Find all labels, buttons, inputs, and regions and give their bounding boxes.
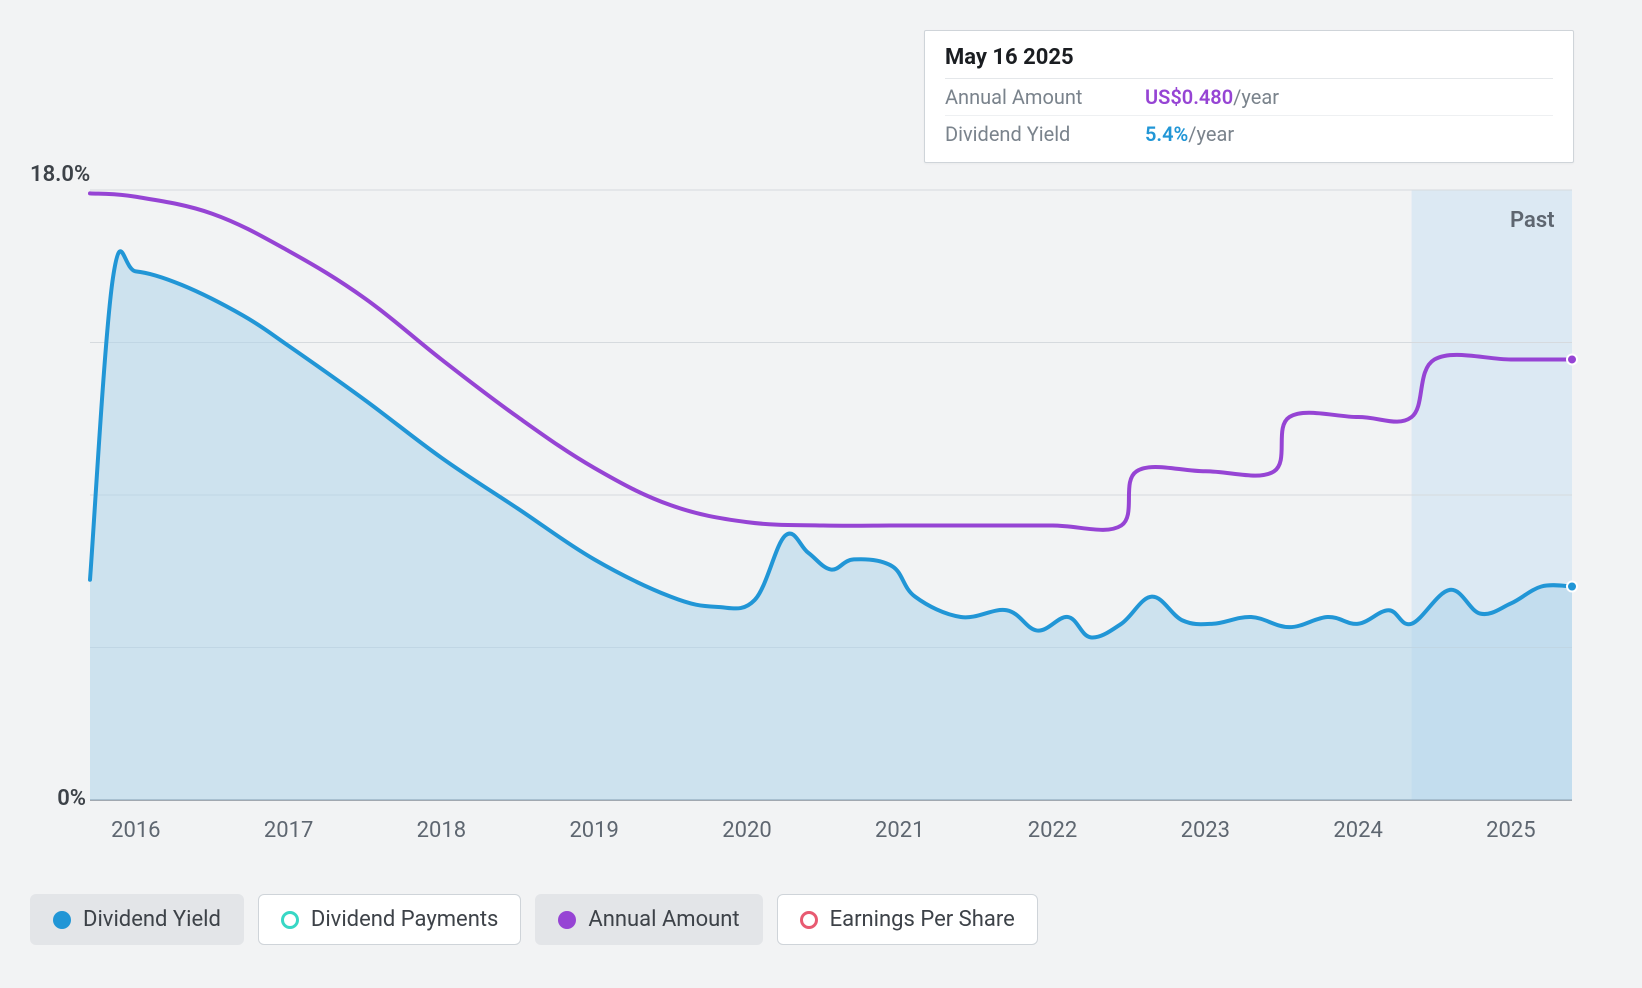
past-region-label: Past xyxy=(1510,208,1555,233)
y-axis-max-label: 18.0% xyxy=(30,162,86,187)
tooltip-row-label: Annual Amount xyxy=(945,85,1145,109)
x-tick-label: 2023 xyxy=(1181,818,1230,843)
x-tick-label: 2020 xyxy=(722,818,771,843)
legend-label: Earnings Per Share xyxy=(830,907,1015,932)
x-tick-label: 2022 xyxy=(1028,818,1077,843)
tooltip-row-unit: /year xyxy=(1188,122,1234,146)
tooltip-row-label: Dividend Yield xyxy=(945,122,1145,146)
legend-label: Dividend Payments xyxy=(311,907,499,932)
tooltip-row: Annual AmountUS$0.480/year xyxy=(945,79,1553,116)
tooltip-row-unit: /year xyxy=(1233,85,1279,109)
x-tick-label: 2024 xyxy=(1333,818,1382,843)
x-tick-label: 2017 xyxy=(264,818,313,843)
chart-tooltip: May 16 2025 Annual AmountUS$0.480/yearDi… xyxy=(924,30,1574,163)
legend-label: Annual Amount xyxy=(588,907,739,932)
legend-swatch-outline xyxy=(800,911,818,929)
legend-swatch xyxy=(558,911,576,929)
legend-item-dividend-yield[interactable]: Dividend Yield xyxy=(30,894,244,945)
legend-item-annual-amount[interactable]: Annual Amount xyxy=(535,894,762,945)
tooltip-row-value: 5.4% xyxy=(1145,122,1188,146)
y-axis-min-label: 0% xyxy=(30,786,86,811)
dividend-chart: 18.0% 0% Past 2016 2017 2018 2019 2020 2021 20… xyxy=(30,30,1612,860)
legend-label: Dividend Yield xyxy=(83,907,221,932)
x-tick-label: 2019 xyxy=(569,818,618,843)
legend-swatch-outline xyxy=(281,911,299,929)
chart-legend: Dividend Yield Dividend Payments Annual Am… xyxy=(30,894,1038,945)
legend-item-dividend-payments[interactable]: Dividend Payments xyxy=(258,894,522,945)
x-tick-label: 2016 xyxy=(111,818,160,843)
tooltip-row-value: US$0.480 xyxy=(1145,85,1233,109)
legend-swatch xyxy=(53,911,71,929)
legend-item-earnings-per-share[interactable]: Earnings Per Share xyxy=(777,894,1038,945)
x-tick-label: 2018 xyxy=(417,818,466,843)
x-tick-label: 2021 xyxy=(875,818,924,843)
x-tick-label: 2025 xyxy=(1486,818,1535,843)
tooltip-date: May 16 2025 xyxy=(945,45,1553,79)
tooltip-row: Dividend Yield5.4%/year xyxy=(945,116,1553,152)
